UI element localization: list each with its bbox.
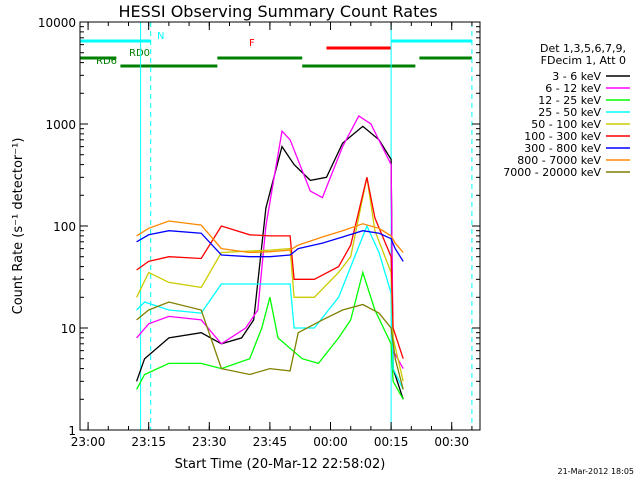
legend-label-2: 12 - 25 keV	[538, 94, 601, 107]
y-tick-label-0: 1	[68, 424, 76, 438]
flag-label-n: N	[157, 31, 164, 42]
legend-label-5: 100 - 300 keV	[524, 130, 601, 143]
series-line-1	[136, 114, 404, 369]
series-line-4	[136, 177, 404, 382]
series-line-5	[136, 177, 404, 359]
legend: Det 1,3,5,6,7,9,FDecim 1, Att 0 3 - 6 keV…	[503, 42, 630, 179]
y-tick-label-2: 100	[53, 220, 76, 234]
legend-header-1: FDecim 1, Att 0	[541, 54, 626, 67]
legend-label-0: 3 - 6 keV	[552, 70, 601, 83]
legend-label-4: 50 - 100 keV	[531, 118, 601, 131]
series-line-2	[136, 270, 404, 400]
x-axis-label: Start Time (20-Mar-12 22:58:02)	[175, 457, 386, 472]
x-tick-label-4: 00:00	[313, 435, 348, 449]
footer-timestamp: 21-Mar-2012 18:05	[558, 467, 635, 476]
y-axis-label: Count Rate (s⁻¹ detector⁻¹)	[11, 138, 26, 315]
legend-label-1: 6 - 12 keV	[545, 82, 601, 95]
flag-label-rd6: RD6	[96, 56, 117, 67]
x-tick-label-1: 23:15	[131, 435, 166, 449]
chart-title: HESSI Observing Summary Count Rates	[118, 2, 437, 21]
series-line-8	[136, 301, 404, 390]
legend-label-6: 300 - 800 keV	[524, 142, 601, 155]
flags-layer: N F RD0 RD6	[80, 31, 472, 68]
plot-frame	[79, 21, 481, 431]
y-tick-label-1: 10	[61, 322, 76, 336]
x-tick-label-3: 23:45	[253, 435, 288, 449]
series-line-6	[136, 230, 404, 262]
x-tick-label-5: 00:15	[374, 435, 409, 449]
series-line-7	[136, 220, 404, 254]
legend-label-3: 25 - 50 keV	[538, 106, 601, 119]
flag-label-rd0: RD0	[129, 48, 150, 59]
legend-header-0: Det 1,3,5,6,7,9,	[540, 42, 626, 55]
series-layer	[135, 114, 404, 400]
axes-layer: 23:00 23:15 23:30 23:45 00:00 00:15 00:30 1 10 10…	[38, 16, 480, 449]
x-tick-label-0: 23:00	[71, 435, 106, 449]
series-line-0	[135, 125, 404, 400]
x-tick-label-6: 00:30	[434, 435, 469, 449]
legend-label-8: 7000 - 20000 keV	[503, 166, 601, 179]
y-tick-label-3: 1000	[45, 118, 76, 132]
legend-label-7: 800 - 7000 keV	[517, 154, 601, 167]
y-tick-label-4: 10000	[38, 16, 76, 30]
series-line-3	[136, 224, 404, 390]
flag-label-f: F	[249, 38, 255, 49]
x-tick-label-2: 23:30	[192, 435, 227, 449]
